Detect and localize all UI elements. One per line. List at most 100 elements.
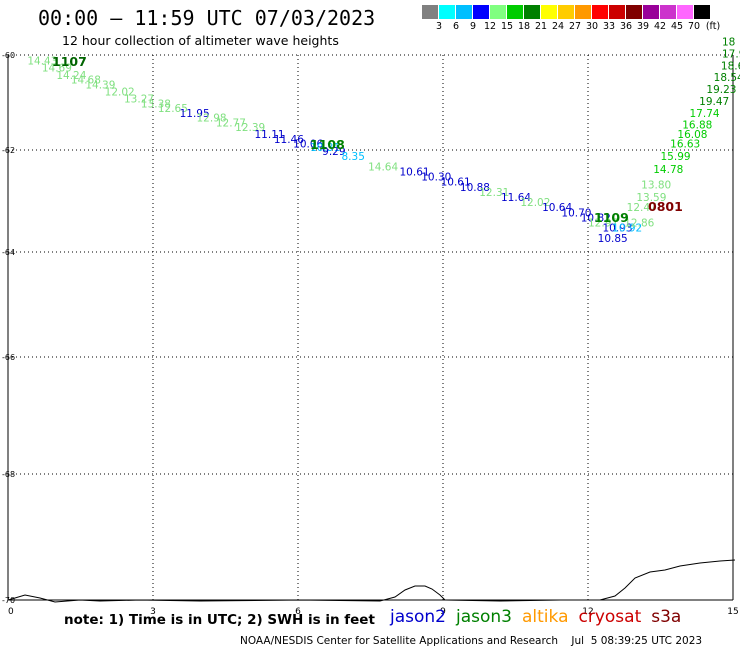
pass-time-label: 1108 — [310, 137, 345, 152]
wave-height-label: 10.06 — [293, 139, 323, 151]
map-title: 00:00 – 11:59 UTC 07/03/2023 — [38, 6, 376, 30]
wave-height-label: 18.63 — [721, 60, 740, 72]
pass-time-label: 1107 — [52, 54, 87, 69]
legend-label: 18 — [517, 21, 531, 32]
wave-height-label: 10.93 — [603, 223, 633, 235]
legend-swatch — [643, 5, 660, 19]
wave-height-label: 14.43 — [27, 56, 57, 68]
wave-height-label: 17.9 — [722, 48, 740, 60]
wave-height-label: 12.86 — [624, 218, 654, 230]
wave-height-label: 10.70 — [561, 207, 591, 219]
wave-height-label: 10.31 — [310, 142, 340, 154]
legend-swatch — [660, 5, 677, 19]
wave-height-label: 10.88 — [460, 182, 490, 194]
satellite-legend-item: jason3 — [456, 607, 512, 627]
x-tick-label: 15 — [727, 607, 738, 617]
wave-height-label: 9.29 — [322, 146, 345, 158]
wave-height-label: 12.97 — [588, 218, 618, 230]
wave-height-label: 10.85 — [598, 233, 628, 245]
satellite-legend-item: s3a — [651, 607, 682, 627]
wave-height-label: 12.02 — [520, 197, 550, 209]
x-tick-label: 12 — [582, 607, 593, 617]
legend-label: 15 — [500, 21, 514, 32]
legend-swatch — [456, 5, 473, 19]
legend-label: 27 — [568, 21, 582, 32]
wave-height-label: 12.98 — [197, 113, 227, 125]
wave-height-label: 18.54 — [714, 72, 740, 84]
wave-height-label: 17.74 — [690, 108, 720, 120]
legend-label: 3 — [435, 21, 443, 32]
legend-swatch — [422, 5, 439, 19]
wave-height-label: 10.61 — [400, 167, 430, 179]
wave-height-label: 18 — [722, 37, 735, 49]
legend-swatch — [677, 5, 694, 19]
legend-swatch — [694, 5, 711, 19]
legend-swatch — [575, 5, 592, 19]
wave-height-label: 13.27 — [124, 94, 154, 106]
legend-label: 70 — [687, 21, 701, 32]
legend-swatch — [473, 5, 490, 19]
wave-height-labels: 14.4314.6914.2414.6814.3912.0213.2713.38… — [27, 37, 740, 245]
wave-height-label: 14.64 — [368, 161, 398, 173]
wave-height-label: 14.68 — [71, 75, 101, 87]
satellite-legend-item: jason2 — [390, 607, 446, 627]
wave-height-label: 11.95 — [180, 108, 210, 120]
y-tick-label: -68 — [2, 470, 15, 479]
legend-swatch — [558, 5, 575, 19]
y-tick-label: -66 — [2, 353, 15, 362]
wave-height-label: 16.08 — [677, 129, 707, 141]
wave-height-label: 11.64 — [501, 192, 531, 204]
legend-label: 24 — [551, 21, 565, 32]
wave-height-label: 19.23 — [706, 84, 736, 96]
legend-label: 36 — [619, 21, 633, 32]
wave-height-label: 12.47 — [627, 202, 657, 214]
wave-height-label: 14.24 — [56, 70, 86, 82]
x-tick-label: 0 — [8, 607, 14, 617]
wave-height-label: 12.31 — [479, 187, 509, 199]
legend-swatch — [524, 5, 541, 19]
legend-swatch — [507, 5, 524, 19]
legend-label: 42 — [653, 21, 667, 32]
legend-swatch — [490, 5, 507, 19]
wave-height-label: 10.30 — [421, 172, 451, 184]
x-tick-label: 9 — [440, 607, 446, 617]
credit-line: NOAA/NESDIS Center for Satellite Applica… — [240, 635, 703, 647]
axis-labels: 0 3 6 9 12 15 -60 -62 -64 -66 -68 -70 — [2, 51, 739, 617]
legend-label: (ft) — [705, 21, 721, 32]
x-tick-label: 6 — [295, 607, 301, 617]
wave-height-label: 10.64 — [542, 202, 572, 214]
wave-height-label: 14.69 — [42, 63, 72, 75]
wave-height-label: 13.59 — [636, 192, 666, 204]
legend-label: 12 — [483, 21, 497, 32]
y-tick-label: -60 — [2, 51, 15, 60]
legend-swatch — [609, 5, 626, 19]
legend-label: 6 — [452, 21, 460, 32]
satellite-legend-item: cryosat — [578, 607, 642, 627]
legend-label: 33 — [602, 21, 616, 32]
wave-height-label: 11.11 — [255, 129, 285, 141]
wave-height-label: 13.80 — [641, 179, 671, 191]
pass-time-label: 1109 — [594, 210, 629, 225]
color-legend — [422, 5, 711, 19]
legend-label: 45 — [670, 21, 684, 32]
y-tick-label: -70 — [2, 596, 15, 605]
satellite-legend: jason2 jason3 altika cryosat s3a — [390, 607, 691, 627]
pass-time-label: 0801 — [648, 199, 683, 214]
legend-label: 30 — [585, 21, 599, 32]
legend-swatch — [626, 5, 643, 19]
wave-height-label: 14.78 — [653, 164, 683, 176]
wave-height-label: 10.61 — [441, 177, 471, 189]
wave-height-label: 12.39 — [235, 122, 265, 134]
wave-height-label: 12.65 — [158, 103, 188, 115]
legend-swatch — [592, 5, 609, 19]
wave-height-label: 12.02 — [105, 86, 135, 98]
legend-label: 9 — [469, 21, 477, 32]
wave-height-label: 10.92 — [612, 223, 642, 235]
y-tick-label: -64 — [2, 248, 15, 257]
legend-swatch — [541, 5, 558, 19]
map-subtitle: 12 hour collection of altimeter wave hei… — [62, 33, 339, 48]
wave-height-label: 16.63 — [670, 139, 700, 151]
wave-height-label: 10.82 — [581, 212, 611, 224]
satellite-legend-item: altika — [522, 607, 569, 627]
